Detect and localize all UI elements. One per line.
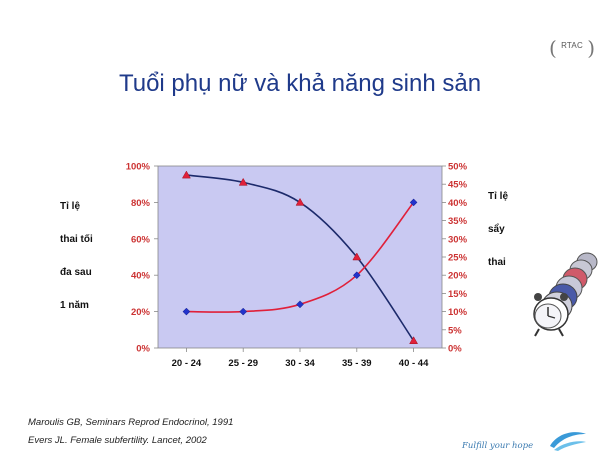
rtac-logo: ( RTAC ) xyxy=(549,36,595,60)
diamond-marker xyxy=(182,307,191,316)
citation-2: Evers JL. Female subfertility. Lancet, 2… xyxy=(28,435,207,446)
logo-bracket-right: ) xyxy=(587,36,595,60)
right-axis-tick-label: 20% xyxy=(448,271,468,282)
diamond-marker xyxy=(296,300,304,309)
right-axis-tick-label: 35% xyxy=(448,216,468,227)
triangle-marker xyxy=(409,336,419,344)
left-axis-tick-label: 100% xyxy=(126,162,151,173)
diamond-marker xyxy=(409,198,418,207)
right-axis-tick-label: 30% xyxy=(448,234,468,245)
left-axis-label-line-3: đa sau xyxy=(60,267,92,278)
right-axis-tick-label: 5% xyxy=(448,325,462,336)
alarm-clocks-illustration xyxy=(533,252,598,337)
plot-area xyxy=(157,165,443,349)
slide-title: Tuổi phụ nữ và khả năng sinh sản xyxy=(118,70,482,97)
left-axis-label-line-1: Tỉ lệ xyxy=(60,201,81,212)
diamond-marker xyxy=(352,271,361,280)
logo-bracket-left: ( xyxy=(549,36,557,60)
right-axis-tick-label: 40% xyxy=(448,198,468,209)
x-axis-tick-label: 20 - 24 xyxy=(172,358,202,369)
footer-tagline: Fulfill your hope xyxy=(462,441,534,451)
left-axis-label-line-2: thai tối xyxy=(60,234,93,245)
right-axis-tick-label: 50% xyxy=(448,162,468,173)
footer-logo-icon xyxy=(550,432,586,451)
right-axis-tick-label: 10% xyxy=(448,307,468,318)
left-axis-tick-label: 20% xyxy=(131,307,151,318)
x-axis-tick-label: 40 - 44 xyxy=(399,358,429,369)
diamond-marker xyxy=(239,307,248,316)
triangle-marker xyxy=(181,170,191,179)
left-axis-tick-label: 40% xyxy=(131,271,151,282)
right-axis-label-line-3: thai xyxy=(488,257,506,268)
right-axis-tick-label: 45% xyxy=(448,180,468,191)
right-axis-tick-label: 0% xyxy=(448,344,462,355)
left-axis-tick-label: 60% xyxy=(131,234,151,245)
series-line-right-axis xyxy=(186,201,415,313)
logo-text: RTAC xyxy=(561,41,583,50)
left-axis-tick-label: 0% xyxy=(136,344,150,355)
x-axis-tick-label: 30 - 34 xyxy=(285,358,315,369)
left-axis-label-line-4: 1 năm xyxy=(60,300,89,311)
right-axis-label-line-1: Tỉ lệ xyxy=(488,191,509,202)
series-line-left-axis xyxy=(186,174,415,342)
triangle-marker xyxy=(295,197,305,206)
right-axis-tick-label: 25% xyxy=(448,253,468,264)
right-axis-tick-label: 15% xyxy=(448,289,468,300)
triangle-marker xyxy=(352,252,362,261)
triangle-marker xyxy=(238,177,248,186)
x-axis-tick-label: 25 - 29 xyxy=(228,358,258,369)
left-axis-tick-label: 80% xyxy=(131,198,151,209)
x-axis-tick-label: 35 - 39 xyxy=(342,358,372,369)
citation-1: Maroulis GB, Seminars Reprod Endocrinol,… xyxy=(28,417,234,428)
right-axis-label-line-2: sẩy xyxy=(488,224,505,235)
